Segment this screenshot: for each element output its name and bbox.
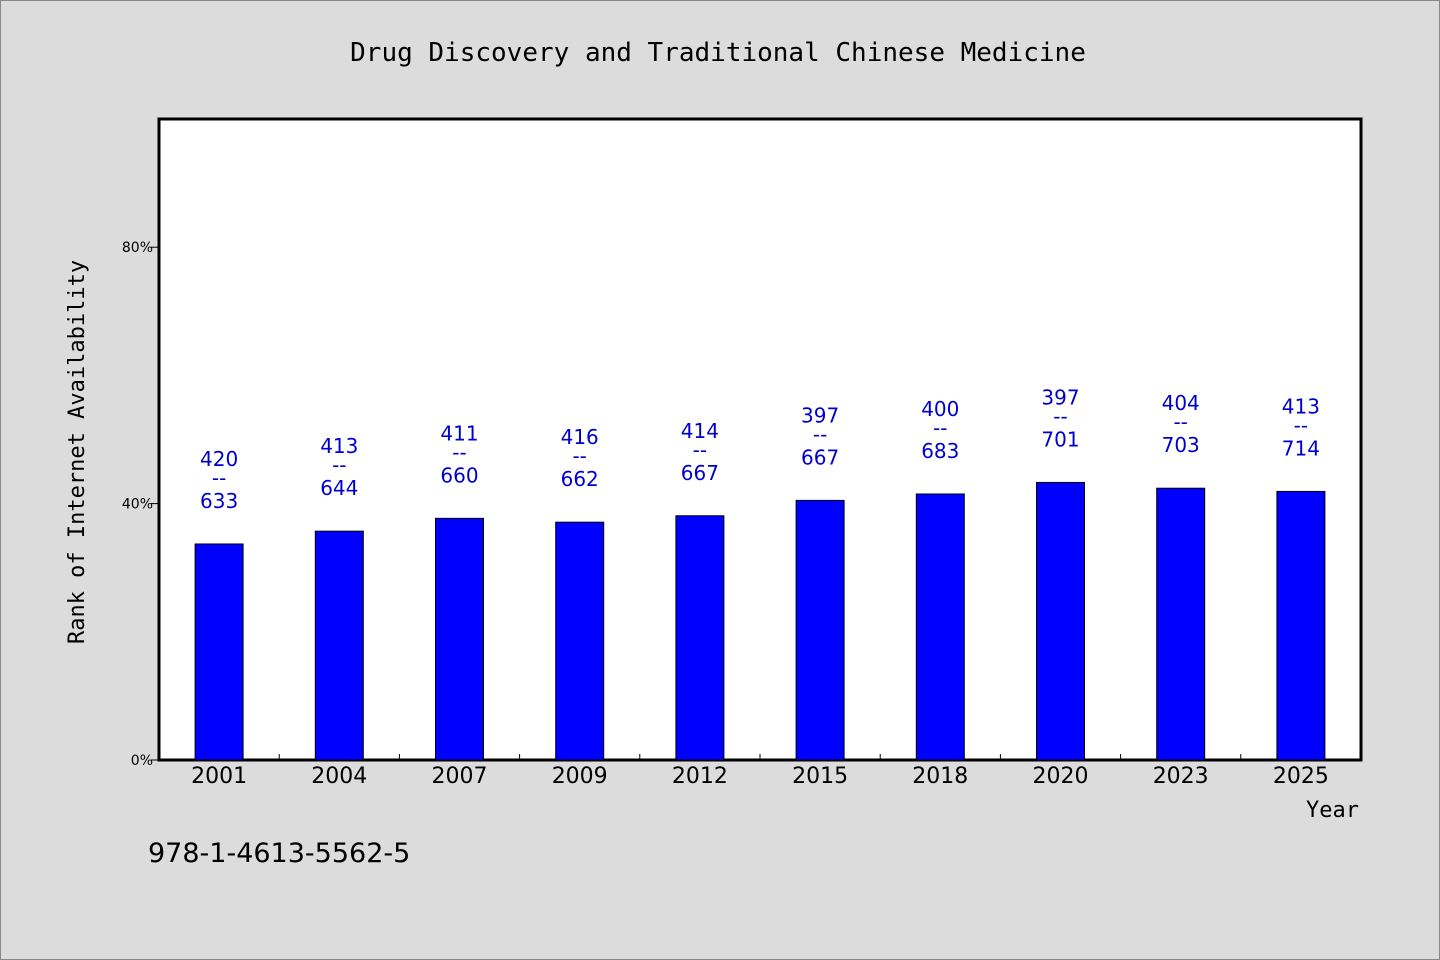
y-tick-label: 40% <box>122 497 153 513</box>
bar-labels: 420--633413--644411--660416--662414--667… <box>200 385 1320 513</box>
x-axis-label: Year <box>1306 798 1359 823</box>
bar <box>1036 481 1085 761</box>
bar-label-bottom: 667 <box>801 445 839 469</box>
bar-label-bottom: 667 <box>681 461 719 485</box>
bar-label-top: 397 <box>1041 385 1079 409</box>
bar <box>194 543 244 761</box>
bar <box>915 493 965 761</box>
bar-label-separator: -- <box>1294 413 1308 437</box>
bar-label-separator: -- <box>1173 410 1187 434</box>
bar-label-bottom: 701 <box>1041 427 1079 451</box>
y-axis: 0% 40% 80% <box>122 240 159 769</box>
bar-series <box>194 481 1326 761</box>
bar-label-bottom: 644 <box>320 476 358 500</box>
y-tick-label: 80% <box>122 240 153 256</box>
x-tick-label: 2025 <box>1273 764 1329 789</box>
bar <box>1276 490 1326 761</box>
bar-label-top: 420 <box>200 447 238 471</box>
x-tick-label: 2009 <box>552 764 608 789</box>
bar-label-top: 400 <box>921 397 959 421</box>
bar-label-bottom: 683 <box>921 439 959 463</box>
bar <box>555 521 605 761</box>
bar <box>675 515 725 761</box>
y-tick-label: 0% <box>131 753 153 769</box>
x-tick-label: 2007 <box>432 764 488 789</box>
x-tick-label: 2012 <box>672 764 728 789</box>
bar-label-separator: -- <box>693 438 707 462</box>
bar-label-top: 411 <box>440 421 478 445</box>
y-axis-label: Rank of Internet Availability <box>65 260 90 644</box>
bar <box>1156 487 1206 761</box>
bar-label-top: 404 <box>1162 391 1200 415</box>
bar-label-separator: -- <box>572 444 586 468</box>
bar-label-bottom: 660 <box>440 463 478 487</box>
x-tick-label: 2015 <box>792 764 848 789</box>
bar-label-separator: -- <box>212 466 226 490</box>
x-tick-label: 2020 <box>1033 764 1089 789</box>
bar-label-top: 413 <box>1282 394 1320 418</box>
bar-label-top: 413 <box>320 434 358 458</box>
x-tick-label: 2018 <box>912 764 968 789</box>
bar-label-bottom: 703 <box>1162 433 1200 457</box>
bar-label-separator: -- <box>933 416 947 440</box>
isbn-label: 978-1-4613-5562-5 <box>148 838 410 869</box>
x-tick-label: 2023 <box>1153 764 1209 789</box>
bar-label-separator: -- <box>1053 404 1067 428</box>
bar-label-top: 397 <box>801 403 839 427</box>
x-axis: 2001 2004 2007 2009 2012 2015 2018 2020 2023 2025 <box>191 754 1329 789</box>
bar <box>795 499 845 761</box>
bar-label-bottom: 714 <box>1282 436 1320 460</box>
bar-label-separator: -- <box>452 440 466 464</box>
bar-label-top: 414 <box>681 419 719 443</box>
bar-label-bottom: 662 <box>561 467 599 491</box>
bar <box>435 517 484 761</box>
bar <box>314 530 364 761</box>
bar-label-top: 416 <box>561 425 599 449</box>
chart-title: Drug Discovery and Traditional Chinese M… <box>350 38 1086 68</box>
bar-label-bottom: 633 <box>200 489 238 513</box>
bar-label-separator: -- <box>332 453 346 477</box>
x-tick-label: 2004 <box>311 764 367 789</box>
bar-label-separator: -- <box>813 422 827 446</box>
x-tick-label: 2001 <box>191 764 247 789</box>
